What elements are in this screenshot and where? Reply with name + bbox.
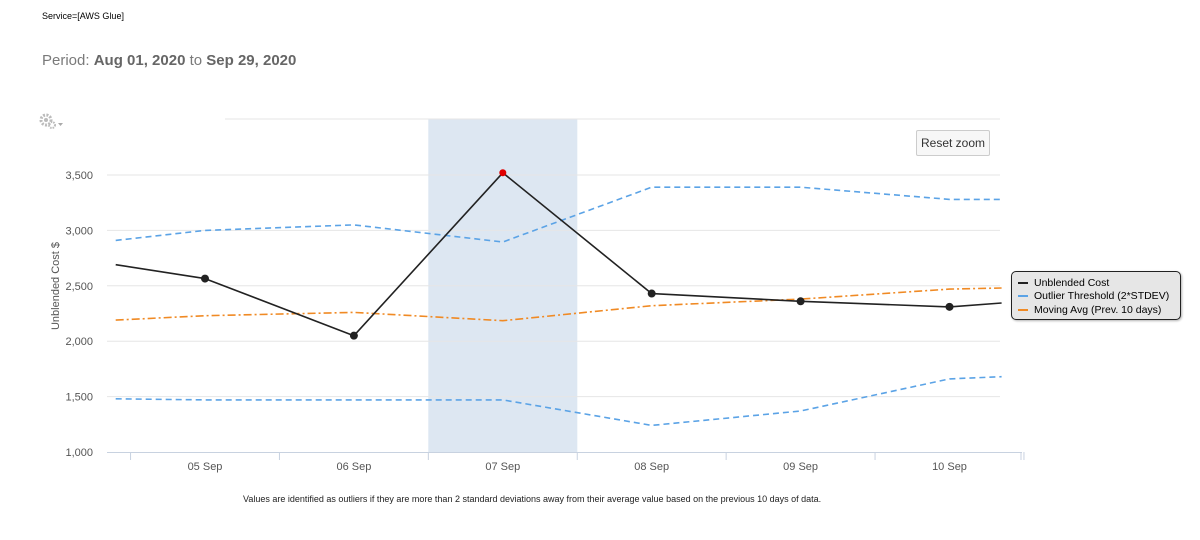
legend-swatch — [1018, 295, 1028, 298]
y-axis-label: Unblended Cost $ — [50, 242, 62, 330]
x-tick-label: 08 Sep — [634, 461, 669, 473]
series-line — [115, 375, 1002, 427]
legend-swatch — [1018, 308, 1028, 311]
legend-item[interactable]: Outlier Threshold (2*STDEV) — [1018, 290, 1174, 304]
x-tick-label: 05 Sep — [188, 461, 223, 473]
y-tick-label: 1,000 — [65, 447, 93, 459]
reset-zoom-button[interactable]: Reset zoom — [916, 130, 990, 156]
legend-item[interactable]: Moving Avg (Prev. 10 days) — [1018, 303, 1174, 317]
legend-label: Moving Avg (Prev. 10 days) — [1034, 303, 1162, 316]
legend-label: Unblended Cost — [1034, 276, 1110, 289]
legend-label: Outlier Threshold (2*STDEV) — [1034, 290, 1170, 303]
x-tick-label: 09 Sep — [783, 461, 818, 473]
data-point — [349, 331, 358, 340]
data-point — [945, 302, 954, 311]
x-tick-label: 07 Sep — [485, 461, 520, 473]
x-tick-label: 10 Sep — [932, 461, 967, 473]
y-tick-label: 3,500 — [65, 170, 93, 182]
legend-swatch — [1018, 281, 1028, 284]
series-line — [115, 172, 1002, 337]
filter-label: Service=[AWS Glue] — [42, 11, 124, 21]
y-tick-label: 3,000 — [65, 225, 93, 237]
period-range: Period: Aug 01, 2020 to Sep 29, 2020 — [42, 52, 296, 69]
data-point — [796, 297, 805, 306]
y-tick-label: 2,500 — [65, 281, 93, 293]
period-to: to — [189, 52, 203, 69]
period-start: Aug 01, 2020 — [93, 52, 186, 69]
y-tick-label: 1,500 — [65, 392, 93, 404]
chart-footnote: Values are identified as outliers if the… — [243, 494, 822, 504]
x-tick-label: 06 Sep — [336, 461, 371, 473]
gear-icon[interactable] — [38, 112, 66, 132]
series-line — [115, 186, 1002, 243]
period-prefix: Period: — [42, 52, 90, 69]
chart-legend: Unblended Cost Outlier Threshold (2*STDEV… — [1011, 271, 1181, 320]
data-point — [201, 274, 209, 283]
data-point — [647, 289, 656, 298]
outlier-point — [499, 169, 507, 177]
y-tick-label: 2,000 — [65, 336, 93, 348]
series-line — [115, 287, 1002, 322]
legend-item[interactable]: Unblended Cost — [1018, 276, 1174, 290]
period-end: Sep 29, 2020 — [206, 52, 297, 69]
